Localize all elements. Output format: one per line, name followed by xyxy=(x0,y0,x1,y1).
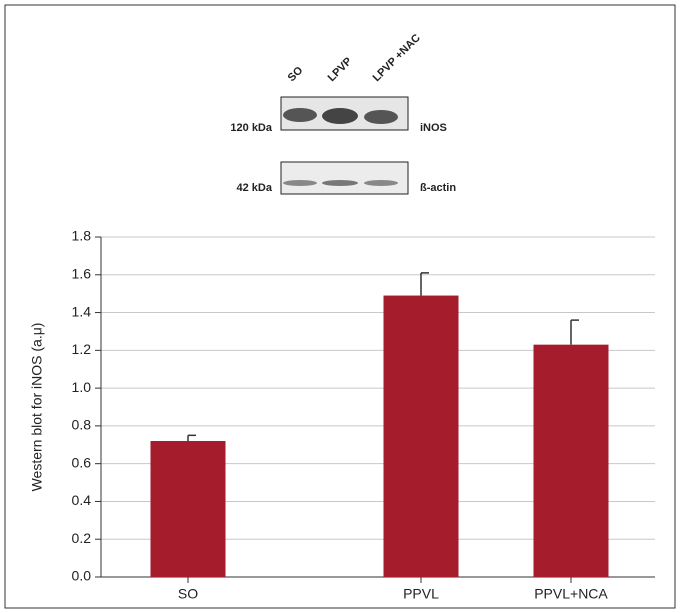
band xyxy=(283,108,317,122)
y-tick-label: 0.6 xyxy=(72,454,92,470)
marker-label: 42 kDa xyxy=(237,182,273,194)
y-tick-label: 1.2 xyxy=(72,341,92,357)
band xyxy=(322,180,358,186)
figure: SO LPVP LPVP +NAC 120 kDa 42 kDa iNOS ß-… xyxy=(0,0,680,613)
y-tick-label: 0.8 xyxy=(72,417,92,433)
band xyxy=(364,180,398,186)
y-tick-label: 1.0 xyxy=(72,379,92,395)
y-axis-label: Western blot for iNOS (a.μ) xyxy=(29,323,45,492)
protein-label: ß-actin xyxy=(420,182,456,194)
x-tick-label: PPVL xyxy=(403,586,439,602)
y-tick-label: 1.8 xyxy=(72,228,92,244)
bar xyxy=(151,441,226,577)
bar xyxy=(384,296,459,577)
band xyxy=(283,180,317,186)
x-tick-label: PPVL+NCA xyxy=(534,586,608,602)
marker-label: 120 kDa xyxy=(230,122,272,134)
y-tick-label: 0.4 xyxy=(72,492,92,508)
y-tick-label: 0.0 xyxy=(72,568,92,584)
y-tick-label: 1.6 xyxy=(72,265,92,281)
y-tick-label: 1.4 xyxy=(72,303,92,319)
y-tick-label: 0.2 xyxy=(72,530,92,546)
band xyxy=(322,108,358,124)
band xyxy=(364,110,398,124)
blot-panel xyxy=(281,162,408,194)
x-tick-label: SO xyxy=(178,586,198,602)
bar xyxy=(534,345,609,577)
protein-label: iNOS xyxy=(420,122,447,134)
